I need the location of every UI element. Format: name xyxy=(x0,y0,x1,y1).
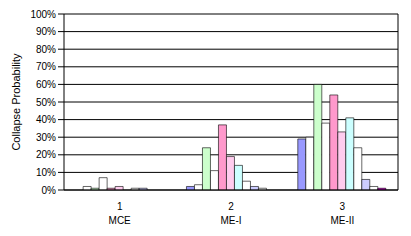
svg-text:50%: 50% xyxy=(36,97,56,108)
svg-text:20%: 20% xyxy=(36,149,56,160)
svg-text:30%: 30% xyxy=(36,132,56,143)
svg-text:2ME-I: 2ME-I xyxy=(220,201,241,226)
svg-text:3ME-II: 3ME-II xyxy=(330,201,354,226)
svg-text:100%: 100% xyxy=(30,9,56,20)
svg-text:80%: 80% xyxy=(36,44,56,55)
svg-text:70%: 70% xyxy=(36,61,56,72)
svg-text:10%: 10% xyxy=(36,167,56,178)
svg-text:Collapse Probability: Collapse Probability xyxy=(10,53,22,151)
svg-text:0%: 0% xyxy=(42,185,57,196)
svg-text:90%: 90% xyxy=(36,26,56,37)
svg-text:40%: 40% xyxy=(36,114,56,125)
svg-text:1MCE: 1MCE xyxy=(109,201,132,226)
svg-text:60%: 60% xyxy=(36,79,56,90)
